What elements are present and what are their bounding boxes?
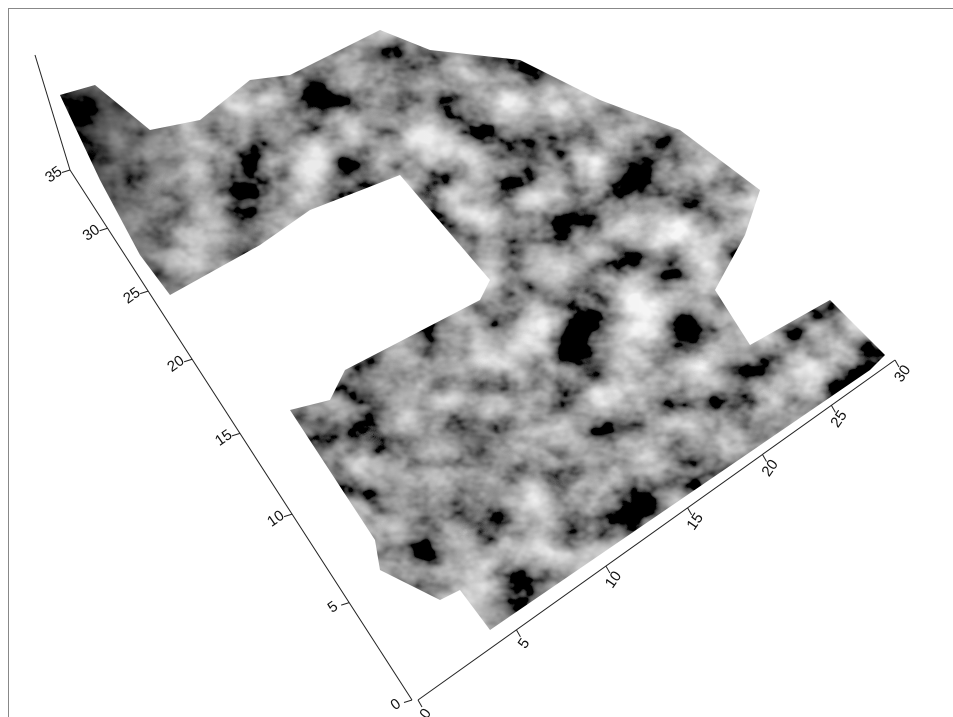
tick-label: 15 (212, 426, 235, 449)
tick-label: 10 (264, 507, 287, 530)
tick-label: 25 (120, 284, 143, 307)
tick-mark (61, 169, 71, 173)
tick-mark (894, 359, 900, 368)
tick-label: 0 (387, 695, 404, 714)
tick-mark (231, 432, 241, 437)
tick-mark (605, 565, 611, 574)
tick-label: 5 (325, 598, 342, 617)
tick-label: 20 (164, 352, 187, 375)
tick-mark (830, 405, 836, 413)
tick-label: 30 (80, 221, 103, 244)
tick-mark (99, 227, 108, 232)
tick-label: 35 (42, 163, 65, 186)
tick-mark (515, 629, 521, 638)
tick-label: 10 (602, 568, 625, 591)
tick-label: 30 (891, 362, 914, 385)
tick-label: 20 (758, 456, 781, 479)
axis-extension (34, 54, 71, 171)
tick-mark (283, 513, 293, 518)
y-axis (69, 169, 413, 701)
tick-label: 5 (515, 635, 534, 652)
tick-label: 15 (683, 510, 706, 533)
tick-mark (687, 507, 693, 516)
tick-mark (762, 454, 767, 462)
tick-mark (183, 358, 193, 363)
tick-mark (341, 602, 350, 606)
x-axis (417, 359, 896, 701)
tick-mark (417, 699, 423, 708)
tick-mark (403, 699, 413, 703)
frame (8, 8, 953, 717)
tick-mark (140, 290, 149, 295)
tick-label: 0 (416, 705, 435, 717)
tick-label: 25 (827, 407, 850, 430)
